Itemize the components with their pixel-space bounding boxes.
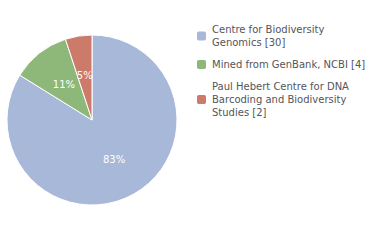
svg-text:5%: 5% (77, 70, 93, 81)
svg-text:83%: 83% (103, 154, 125, 165)
svg-text:Centre for Biodiversity: Centre for Biodiversity (212, 24, 325, 35)
svg-text:11%: 11% (53, 79, 75, 90)
svg-text:Paul Hebert Centre for DNA: Paul Hebert Centre for DNA (212, 81, 349, 92)
svg-text:Mined from GenBank, NCBI [4]: Mined from GenBank, NCBI [4] (212, 59, 365, 70)
svg-text:Studies [2]: Studies [2] (212, 107, 267, 118)
svg-text:Genomics [30]: Genomics [30] (212, 37, 285, 48)
svg-text:Barcoding and Biodiversity: Barcoding and Biodiversity (212, 94, 346, 105)
